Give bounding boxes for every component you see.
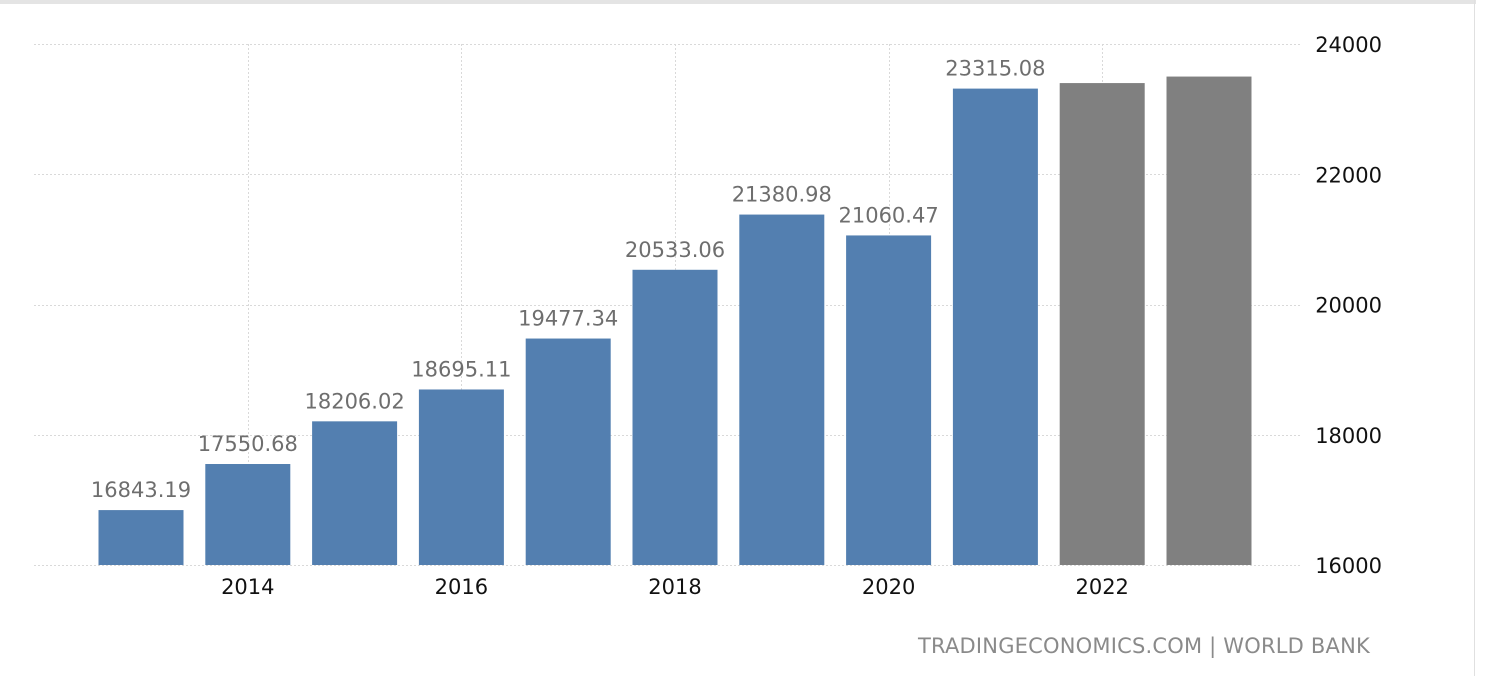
- y-tick-label: 22000: [1315, 163, 1382, 187]
- right-border: [1474, 0, 1475, 676]
- source-attribution: TRADINGECONOMICS.COM | WORLD BANK: [918, 634, 1370, 658]
- bar: [205, 464, 291, 565]
- bar: [632, 269, 718, 565]
- bar: [418, 389, 504, 565]
- bar: [739, 214, 825, 566]
- x-tick-label: 2016: [435, 575, 488, 599]
- bar: [98, 510, 184, 565]
- bar: [312, 421, 398, 565]
- y-tick-label: 20000: [1315, 294, 1382, 318]
- y-tick-label: 18000: [1315, 424, 1382, 448]
- data-label: 19477.34: [518, 307, 618, 331]
- x-tick-label: 2020: [862, 575, 915, 599]
- data-label: 16843.19: [91, 478, 191, 502]
- x-tick-label: 2014: [221, 575, 274, 599]
- data-label: 21380.98: [732, 183, 832, 207]
- data-label: 18206.02: [304, 389, 404, 413]
- bar: [952, 88, 1038, 566]
- y-tick-label: 16000: [1315, 554, 1382, 578]
- bar: [846, 235, 932, 565]
- top-border: [0, 0, 1476, 4]
- x-tick-label: 2018: [648, 575, 701, 599]
- bar: [525, 338, 611, 565]
- forecast-bar: [1166, 76, 1252, 565]
- data-label: 17550.68: [198, 432, 298, 456]
- data-label: 18695.11: [411, 357, 511, 381]
- x-tick-label: 2022: [1075, 575, 1128, 599]
- y-tick-label: 24000: [1315, 33, 1382, 57]
- data-label: 20533.06: [625, 238, 725, 262]
- data-label: 23315.08: [945, 57, 1045, 81]
- forecast-bar: [1059, 83, 1145, 565]
- data-label: 21060.47: [838, 203, 938, 227]
